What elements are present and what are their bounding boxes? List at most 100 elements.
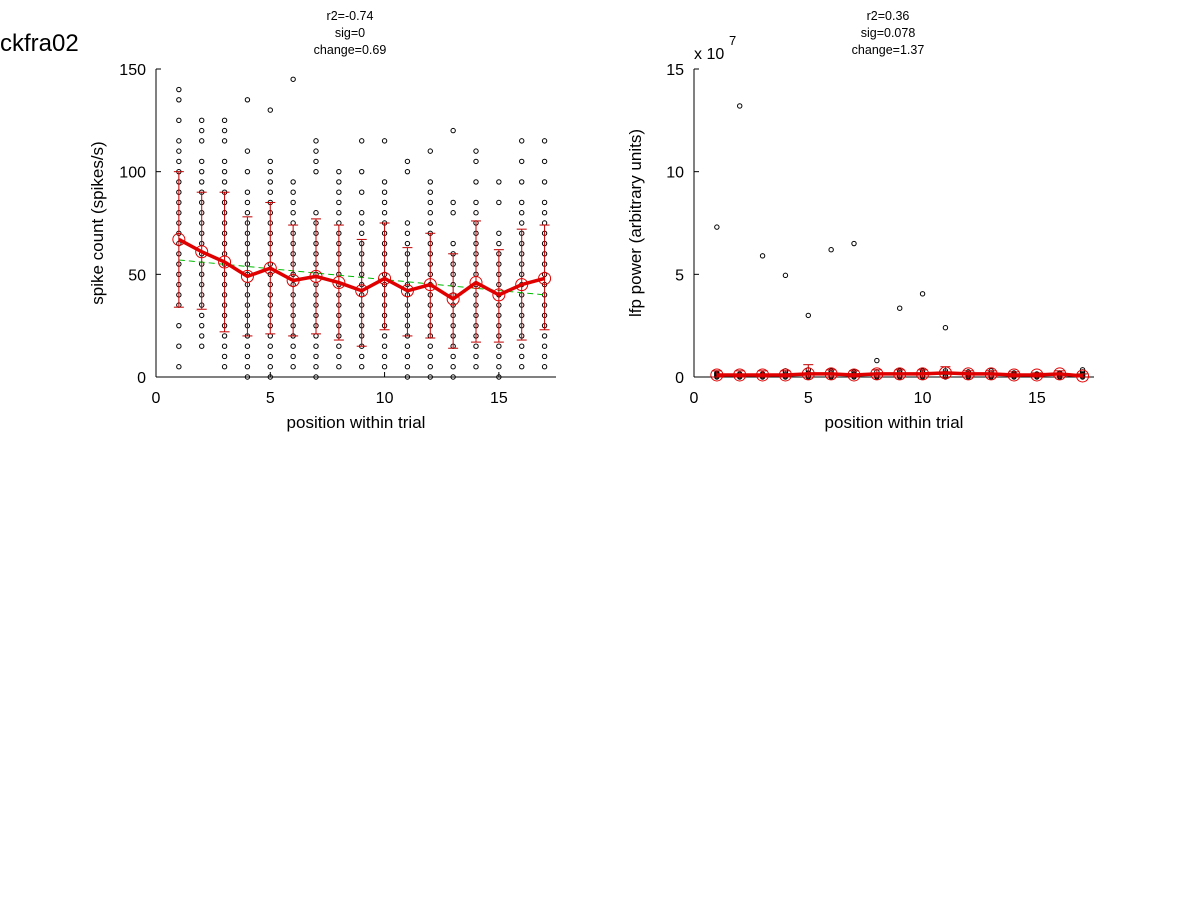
data-point [336, 179, 342, 185]
data-point [496, 353, 502, 360]
mean-marker [309, 269, 323, 283]
data-point [290, 76, 296, 82]
data-point [176, 343, 182, 349]
y-tick-label: 15 [666, 62, 684, 79]
mean-marker [778, 368, 792, 382]
data-point [805, 312, 811, 319]
data-point [404, 158, 411, 165]
data-point [359, 220, 365, 226]
data-point [267, 353, 273, 360]
data-point [221, 117, 228, 124]
data-point [473, 210, 479, 216]
data-point [359, 353, 365, 360]
data-point [404, 220, 411, 226]
data-point [404, 364, 411, 370]
mean-marker [172, 232, 186, 246]
data-point [244, 148, 251, 154]
data-point [221, 179, 228, 185]
data-point [359, 168, 365, 175]
data-point [221, 364, 228, 370]
data-point [496, 240, 502, 247]
y-axis-label: spike count (spikes/s) [88, 141, 107, 304]
data-point [244, 374, 251, 380]
data-point [313, 343, 319, 349]
mean-marker [1053, 367, 1067, 381]
data-point [427, 179, 433, 185]
data-point [519, 199, 525, 206]
data-point [541, 353, 548, 360]
data-point [313, 353, 319, 360]
data-point [381, 179, 388, 185]
mean-marker [710, 368, 724, 382]
data-point [176, 364, 182, 370]
data-point [381, 189, 388, 195]
data-point [336, 199, 342, 206]
mean-line [716, 371, 1083, 378]
y-tick-label: 10 [666, 165, 684, 182]
data-point [427, 220, 433, 226]
data-point [381, 364, 388, 370]
data-point [267, 168, 273, 175]
data-point [519, 364, 525, 370]
data-point [176, 158, 182, 165]
data-point [404, 374, 411, 380]
data-point [267, 364, 273, 370]
x-axis-label: position within trial [825, 413, 964, 432]
data-point [244, 210, 251, 216]
data-point [199, 179, 205, 185]
data-point [199, 312, 205, 319]
data-point [404, 168, 411, 175]
data-point [427, 364, 433, 370]
data-point [267, 189, 273, 195]
stat-line: r2=0.36 [867, 9, 910, 23]
data-point [427, 189, 433, 195]
mean-marker [218, 255, 232, 269]
data-point [473, 158, 479, 165]
data-point [541, 179, 548, 185]
data-point [541, 364, 548, 370]
mean-marker [893, 367, 907, 381]
mean-marker [801, 367, 815, 381]
x-tick-label: 0 [152, 390, 161, 407]
data-point [496, 199, 502, 206]
y-axis-label: lfp power (arbitrary units) [626, 129, 645, 317]
data-point [359, 230, 365, 236]
data-point [473, 343, 479, 349]
mean-marker [1007, 368, 1021, 382]
data-point [496, 230, 502, 236]
mean-marker [240, 269, 254, 283]
data-point [404, 230, 411, 236]
data-point [267, 179, 273, 185]
data-point [496, 364, 502, 370]
x-tick-label: 0 [690, 390, 699, 407]
data-point [290, 353, 296, 360]
data-point [473, 179, 479, 185]
data-point [199, 322, 205, 329]
data-point [874, 357, 880, 364]
data-point [942, 325, 949, 331]
x-tick-label: 10 [376, 390, 394, 407]
stat-line: change=0.69 [314, 43, 387, 57]
data-point [450, 374, 456, 380]
data-point [404, 353, 411, 360]
data-point [519, 343, 525, 349]
mean-marker [355, 284, 369, 298]
data-point [199, 333, 205, 339]
data-point [541, 138, 548, 144]
data-point [828, 246, 834, 253]
data-point [427, 343, 433, 349]
x-tick-label: 15 [490, 390, 508, 407]
data-point [290, 364, 296, 370]
data-point [427, 374, 433, 380]
data-point [176, 148, 182, 154]
data-point [782, 272, 789, 279]
y-tick-label: 0 [137, 370, 146, 387]
data-point [313, 333, 319, 339]
data-point [244, 97, 251, 103]
data-point [450, 127, 456, 134]
mean-marker [469, 276, 483, 290]
data-point [473, 148, 479, 154]
data-point [381, 333, 388, 339]
data-point [381, 343, 388, 349]
